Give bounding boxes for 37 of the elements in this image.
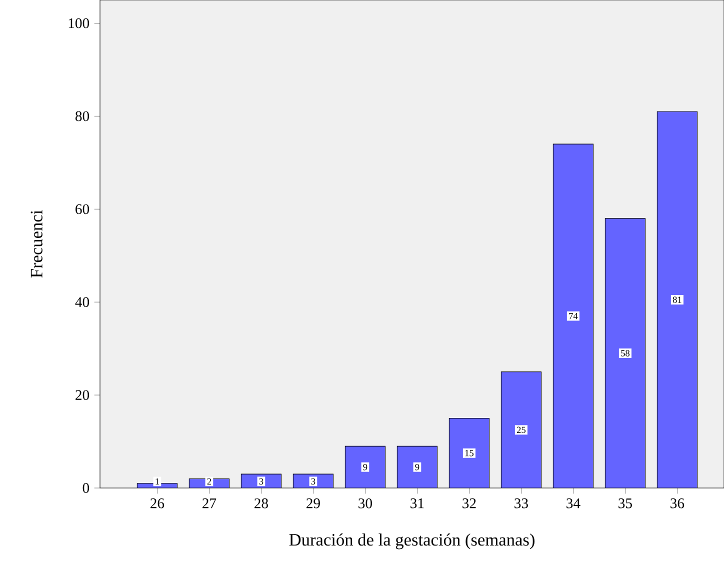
y-tick-label: 80: [75, 111, 90, 122]
bar: [605, 218, 646, 488]
bar: [553, 144, 594, 488]
y-tick-label: 100: [68, 18, 90, 28]
data-label: 74: [569, 312, 578, 320]
data-label: 25: [516, 426, 526, 434]
y-tick-label: 40: [75, 297, 90, 308]
y-axis-title: Frecuenci: [30, 210, 42, 278]
x-tick-label: 31: [410, 498, 424, 508]
x-tick-label: 29: [306, 498, 320, 508]
y-tick-label: 20: [76, 390, 90, 400]
data-label: 81: [672, 296, 682, 303]
data-label: 15: [465, 450, 474, 456]
data-label: 3: [259, 478, 264, 485]
x-tick-label: 32: [462, 498, 476, 508]
x-tick-label: 36: [670, 498, 684, 508]
bar: [656, 111, 698, 488]
data-label: 1: [156, 478, 159, 485]
x-tick-label: 26: [150, 498, 164, 508]
x-tick-label: 28: [254, 498, 268, 508]
data-label: 9: [415, 464, 420, 470]
x-tick-label: 27: [202, 498, 216, 508]
y-tick-label: 60: [76, 204, 90, 214]
x-tick-label: 30: [358, 498, 372, 508]
data-label: 2: [207, 478, 212, 485]
data-label: 58: [621, 350, 630, 356]
y-tick-label: 0: [82, 483, 90, 493]
x-tick-label: 35: [618, 498, 632, 508]
data-label: 3: [311, 478, 316, 485]
x-tick-label: 34: [566, 498, 580, 508]
bar: [501, 372, 542, 488]
bar: [397, 446, 438, 488]
bar: [345, 446, 386, 488]
data-label: 9: [363, 464, 368, 470]
x-tick-label: 33: [514, 498, 528, 508]
x-axis-title: Duración de la gestación (semanas): [289, 533, 534, 550]
bar: [449, 418, 490, 488]
